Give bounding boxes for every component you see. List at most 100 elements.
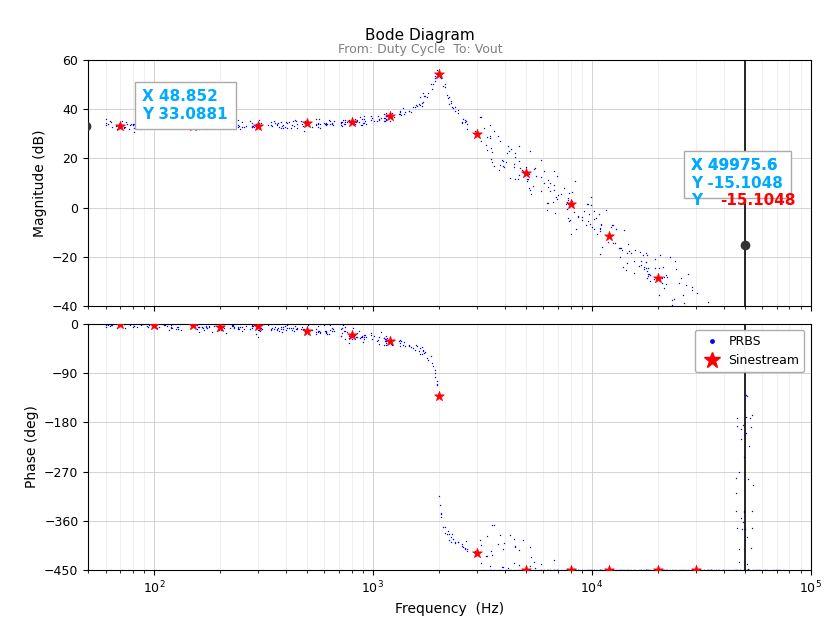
Point [757, 565, 770, 575]
Point [487, 126, 501, 136]
Point [144, 318, 158, 328]
Point [276, 324, 290, 334]
Point [651, 565, 664, 575]
Point [286, 120, 299, 130]
Point [345, 329, 359, 340]
Point [255, 324, 269, 334]
Text: -15.1048: -15.1048 [721, 193, 795, 208]
Point [445, 101, 459, 112]
Point [205, 318, 218, 328]
Point [365, 330, 378, 340]
Point [165, 323, 178, 333]
Point [343, 117, 356, 127]
Point [561, 213, 575, 223]
Point [493, 530, 507, 541]
Point [627, 268, 641, 278]
Point [319, 118, 333, 128]
Point [238, 122, 251, 132]
Point [433, 500, 446, 510]
Point [134, 321, 148, 331]
Point [265, 325, 278, 335]
Point [261, 320, 275, 330]
Point [417, 88, 430, 98]
Point [171, 322, 185, 332]
Point [371, 111, 385, 121]
Point [349, 118, 362, 129]
Point [512, 560, 526, 570]
Point [393, 109, 407, 119]
Point [165, 122, 178, 132]
Point [609, 565, 622, 575]
Point [217, 322, 230, 332]
Point [738, 565, 751, 575]
Point [588, 565, 601, 575]
Point [759, 365, 772, 375]
Point [550, 565, 564, 575]
Point [739, 428, 753, 438]
Point [740, 341, 753, 352]
Point [641, 271, 654, 281]
Point [134, 319, 148, 329]
Point [218, 323, 231, 333]
Point [590, 213, 603, 223]
Point [537, 166, 550, 176]
Point [119, 318, 133, 328]
Point [252, 120, 265, 130]
Point [673, 565, 686, 575]
Point [109, 121, 123, 131]
Point [252, 324, 265, 335]
Point [180, 318, 193, 328]
Point [372, 115, 386, 125]
Point [134, 115, 148, 125]
Point [225, 121, 239, 131]
Point [276, 123, 290, 134]
Point [595, 565, 608, 575]
Point [380, 334, 393, 344]
Point [396, 103, 410, 113]
Point [620, 248, 633, 258]
Point [274, 324, 287, 335]
Point [147, 120, 160, 130]
Point [648, 565, 661, 575]
Point [732, 544, 746, 554]
Point [570, 565, 583, 575]
Point [722, 565, 735, 575]
Point [593, 565, 606, 575]
Point [358, 330, 371, 340]
Point [507, 558, 521, 568]
Point [134, 121, 148, 131]
Point [231, 324, 244, 334]
Point [658, 565, 671, 575]
Point [194, 319, 207, 329]
Point [451, 108, 465, 118]
Point [605, 220, 618, 230]
Point [102, 117, 116, 127]
Point [460, 546, 474, 556]
Point [385, 339, 398, 349]
Point [737, 517, 750, 527]
Point [297, 126, 311, 136]
Point [348, 334, 361, 344]
Point [563, 188, 576, 198]
Point [302, 117, 315, 127]
Point [213, 320, 226, 330]
Point [276, 321, 290, 331]
Point [327, 120, 340, 130]
Point [648, 274, 661, 284]
Point [583, 219, 596, 229]
Point [747, 335, 760, 345]
Point [528, 558, 541, 568]
Point [745, 506, 759, 516]
Point [334, 331, 348, 341]
Point [166, 319, 180, 329]
Point [561, 565, 575, 575]
Point [438, 528, 451, 538]
Point [653, 263, 666, 273]
Point [148, 321, 161, 331]
Point [709, 333, 722, 343]
Point [171, 322, 184, 332]
Point [346, 323, 360, 333]
Point [434, 508, 448, 518]
Point [562, 216, 575, 226]
Point [561, 199, 575, 209]
